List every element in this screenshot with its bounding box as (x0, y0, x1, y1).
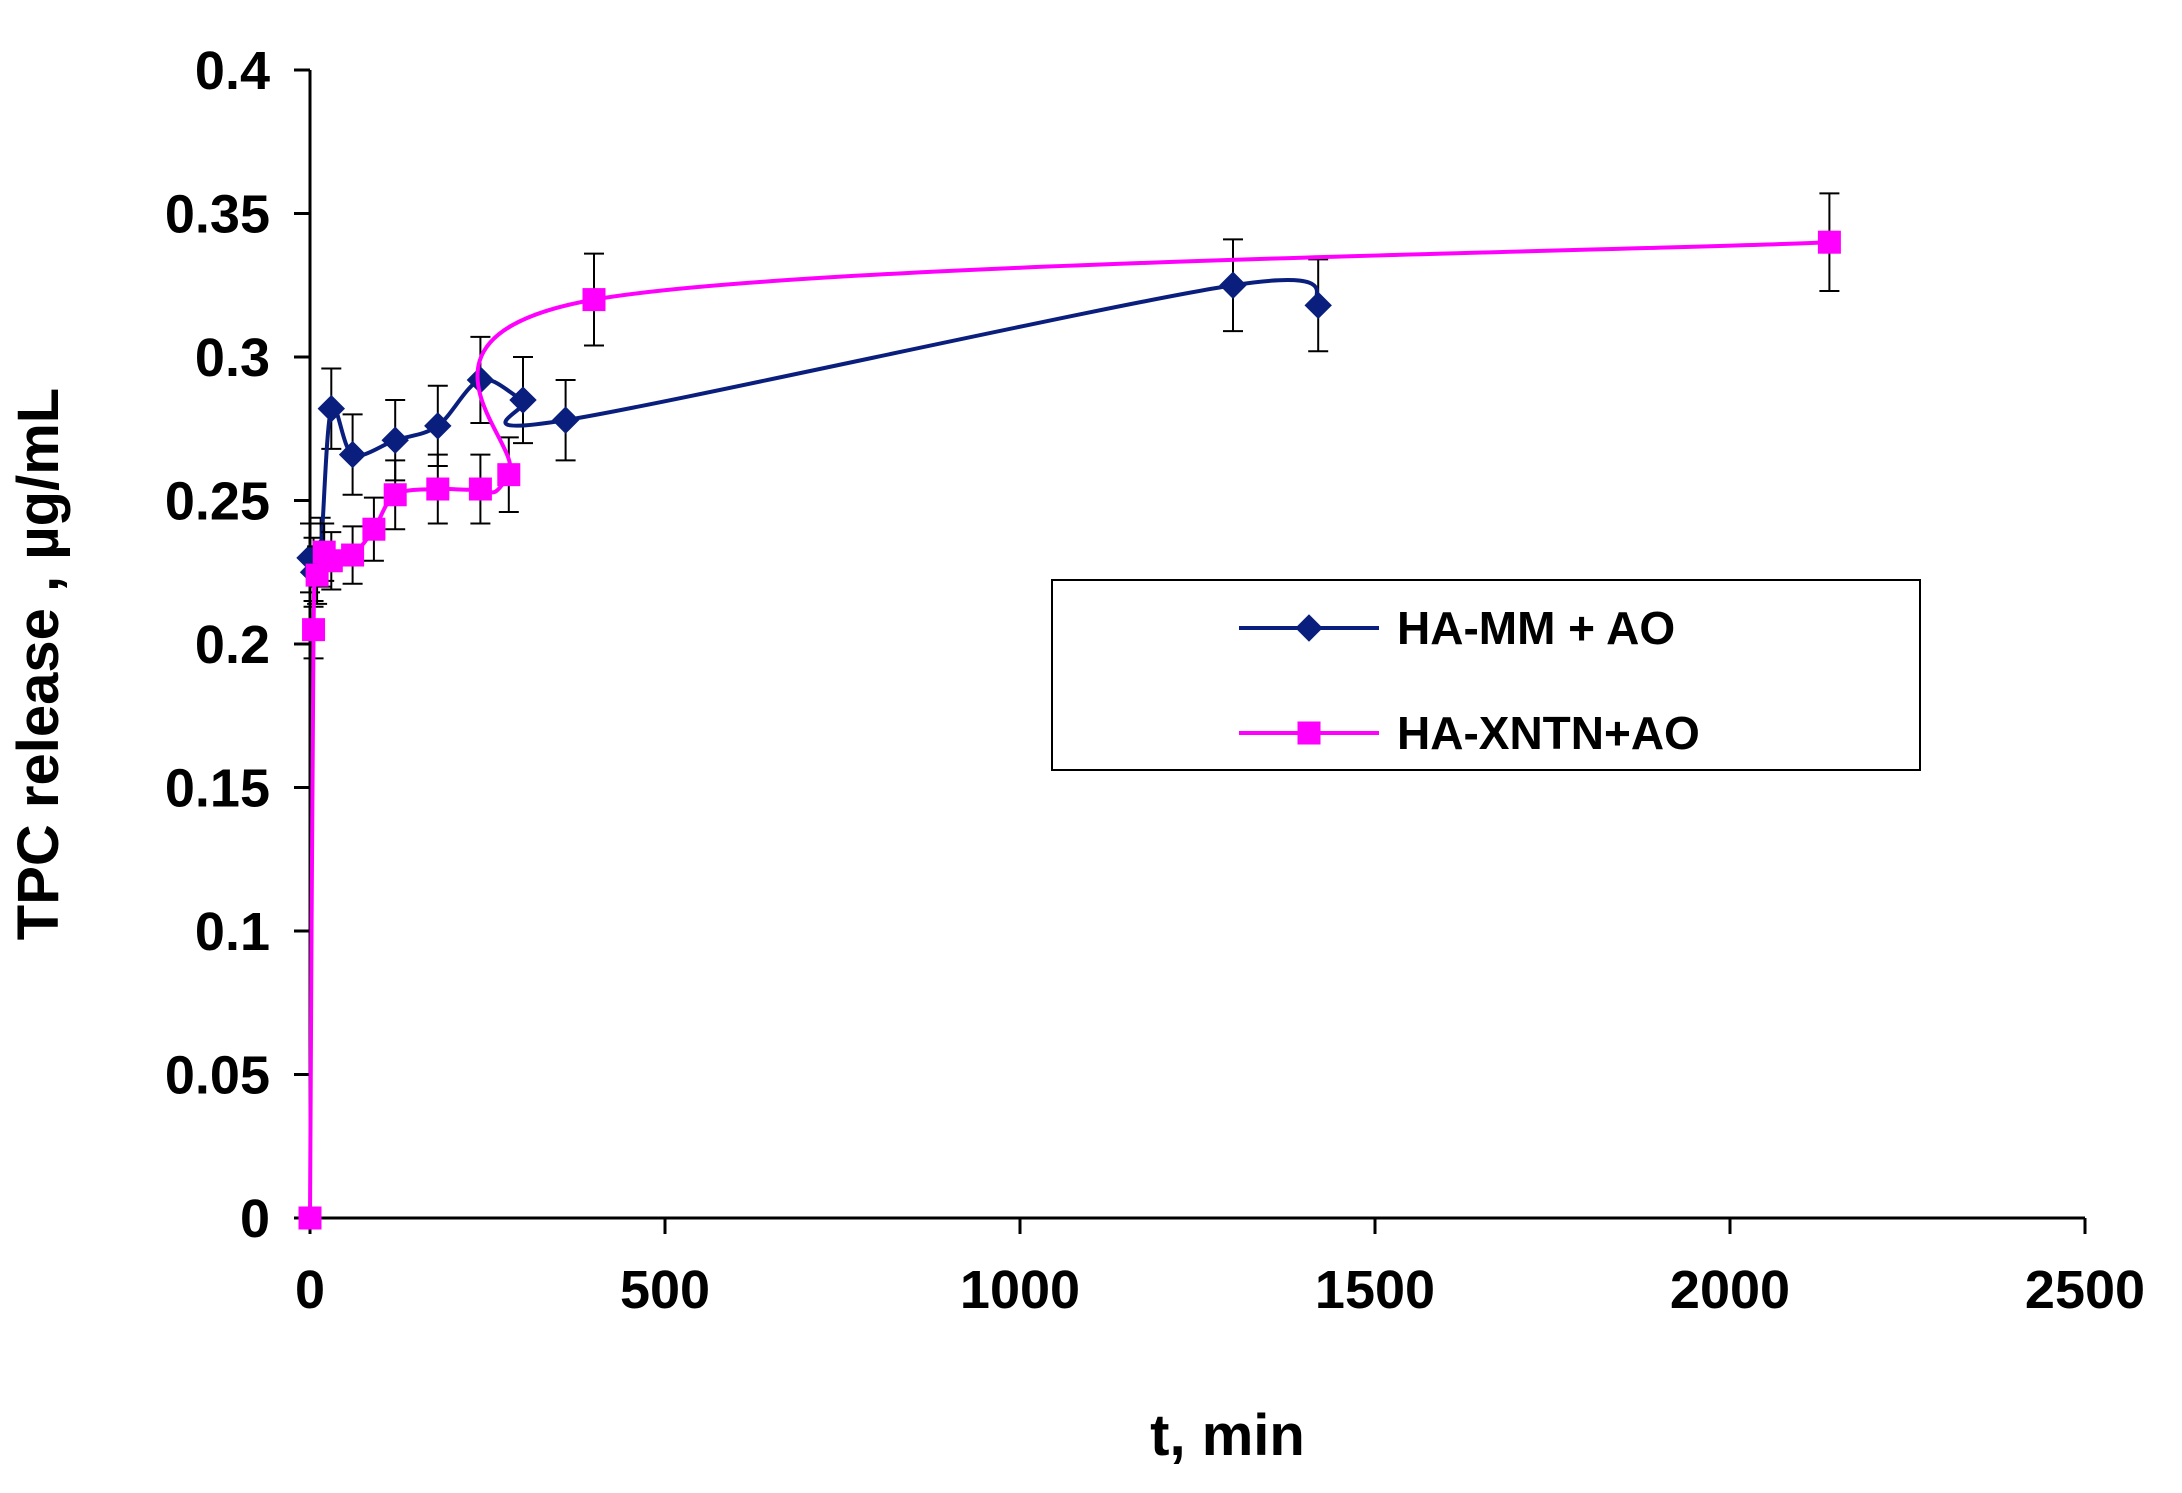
data-point (509, 386, 537, 414)
y-tick-label: 0.35 (165, 185, 270, 245)
data-point (302, 618, 326, 642)
legend-label: HA-MM + AO (1397, 602, 1675, 654)
data-point (298, 1206, 322, 1230)
legend-box (1051, 579, 1921, 771)
series-line (308, 277, 1320, 575)
legend-items: HA-MM + AO HA-XNTN+AO (1239, 602, 1700, 759)
data-point (1304, 291, 1332, 320)
legend: HA-MM + AO HA-XNTN+AO (1051, 579, 1921, 771)
data-point (424, 412, 452, 440)
y-tick-label: 0.05 (165, 1046, 270, 1106)
data-point (426, 477, 450, 501)
data-point (383, 483, 407, 507)
y-tick-label: 0.1 (195, 902, 270, 962)
x-tick-label: 2500 (2025, 1260, 2145, 1320)
series-0 (296, 238, 1332, 608)
series (296, 192, 1841, 1230)
data-point (1817, 230, 1841, 254)
series-1 (298, 192, 1841, 1230)
legend-marker (1297, 721, 1321, 745)
x-tick-label: 500 (620, 1260, 710, 1320)
x-tick-label: 0 (295, 1260, 325, 1320)
data-point (497, 463, 521, 487)
y-tick-label: 0 (240, 1189, 270, 1249)
y-tick-label: 0.2 (195, 615, 270, 675)
x-tick-label: 2000 (1670, 1260, 1790, 1320)
legend-item: HA-MM + AO (1239, 602, 1675, 654)
data-point (362, 517, 386, 541)
data-point (468, 477, 492, 501)
legend-marker (1295, 614, 1323, 642)
legend-item: HA-XNTN+AO (1239, 707, 1700, 759)
data-point (341, 543, 365, 567)
y-tick-label: 0.25 (165, 472, 270, 532)
data-point (317, 394, 346, 423)
ticks: 0 500 1000 1500 2000 2500 0 0.05 0.1 0.15 0.2 0.25 0… (165, 41, 2145, 1320)
x-tick-label: 1000 (960, 1260, 1080, 1320)
data-point (381, 426, 409, 454)
data-point (338, 440, 367, 469)
data-point (582, 288, 606, 312)
data-point (1219, 271, 1247, 299)
y-tick-label: 0.15 (165, 759, 270, 819)
y-tick-label: 0.3 (195, 328, 270, 388)
x-axis-title: t, min (1150, 1403, 1305, 1468)
y-tick-label: 0.4 (195, 41, 270, 101)
data-point (319, 549, 343, 573)
data-point (551, 406, 580, 434)
y-axis-title: TPC release , µg/mL (6, 388, 71, 940)
x-tick-label: 1500 (1315, 1260, 1435, 1320)
legend-label: HA-XNTN+AO (1397, 707, 1700, 759)
